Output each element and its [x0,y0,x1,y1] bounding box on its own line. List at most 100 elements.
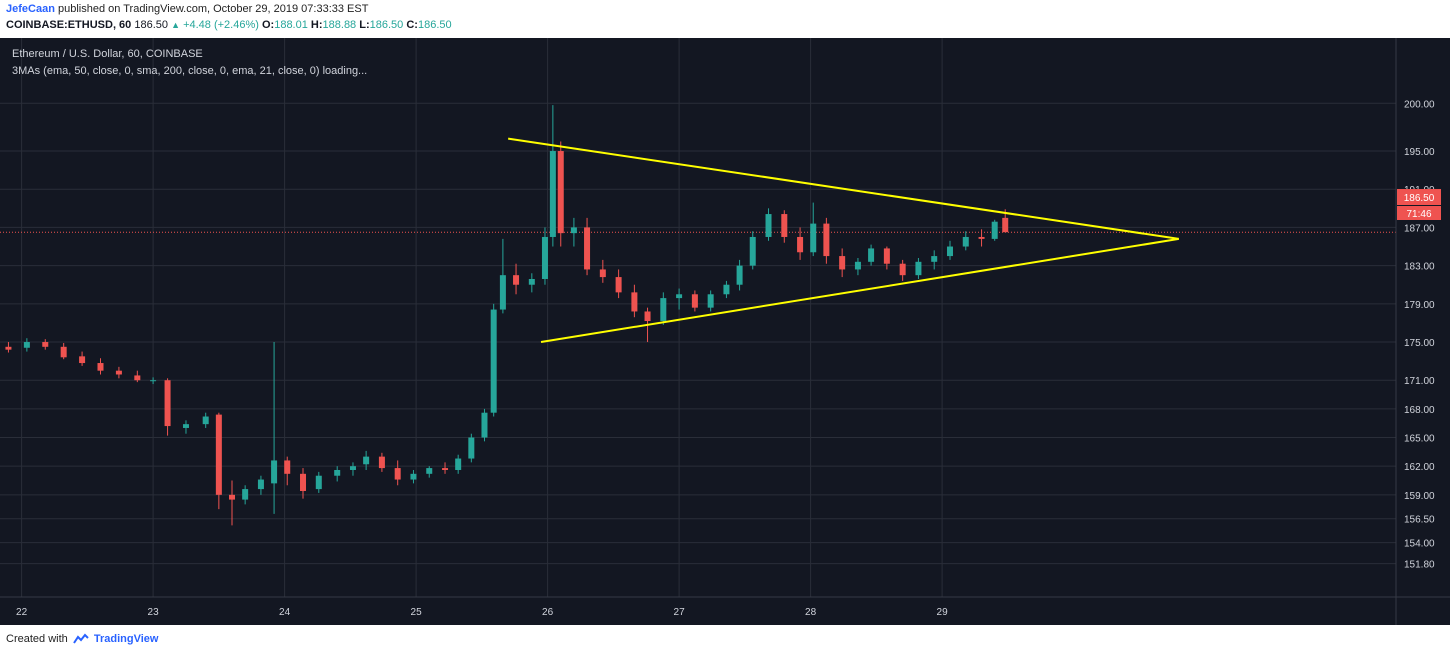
candle [229,480,235,526]
x-tick-label: 25 [411,607,423,618]
candle [599,259,606,283]
candle-body [271,460,278,484]
open-label: O: [261,19,275,31]
candle-body [765,214,772,237]
candle [79,351,86,366]
candle-body [442,468,449,470]
candle-body [839,256,846,270]
candle [164,378,171,436]
author-link[interactable]: JefeCaan [6,3,55,15]
candle [284,456,291,486]
candle-body [615,277,622,293]
indicator-legend[interactable]: 3MAs (ema, 50, close, 0, sma, 200, close… [12,65,367,77]
candle-body [541,236,548,279]
open-value: 188.01 [274,19,308,31]
candle [202,412,209,428]
candle-body [150,380,157,382]
candle-body [5,346,12,350]
candle [615,269,622,299]
candle [150,377,157,385]
publish-info: JefeCaan published on TradingView.com, O… [6,3,368,15]
candle-body [23,342,30,348]
candle-body [499,275,506,310]
tradingview-brand[interactable]: TradingView [93,633,159,645]
candle [363,450,370,470]
close-value: 186.50 [417,19,452,31]
created-with: Created with TradingView [6,633,158,645]
x-tick-label: 26 [542,607,554,618]
candle-body [182,424,189,428]
chart-title: Ethereum / U.S. Dollar, 60, COINBASE [12,48,203,60]
trendline-lower[interactable] [540,237,1179,344]
candle [499,238,506,314]
candle-body [60,346,67,358]
candle-body [164,380,171,427]
candle-body [736,265,743,285]
chart-area[interactable]: 200.00195.00191.00187.00183.00179.00175.… [0,38,1450,625]
candle [378,452,385,472]
tradingview-logo-icon [72,633,89,644]
candle [349,462,356,476]
candle-body [97,363,104,371]
candle-body [570,227,577,234]
candle [839,248,846,278]
created-with-text: Created with [6,633,68,645]
candle-body [549,151,556,237]
candle-body [363,456,370,465]
y-tick-label: 179.00 [1404,300,1435,311]
candle [60,342,67,360]
candle [334,466,341,482]
candle [991,219,998,241]
candle-body [513,275,520,285]
candle [915,257,922,279]
x-tick-label: 24 [279,607,291,618]
time-axis[interactable]: 22 23 24 25 26 27 28 29 [16,607,948,618]
y-tick-label: 165.00 [1404,434,1435,445]
last-price-tag-text: 186.50 [1404,193,1435,204]
low-value: 186.50 [369,19,404,31]
candle-body [334,469,341,476]
candle [854,257,861,276]
y-tick-label: 200.00 [1404,99,1435,110]
candle-body [528,278,535,285]
candle [42,339,49,350]
candle [468,433,475,463]
candle [978,229,985,247]
candle-body [284,460,291,474]
symbol-label: COINBASE:ETHUSD, 60 [6,19,132,31]
candle-body [426,468,433,474]
candle [426,466,433,478]
y-tick-label: 156.50 [1404,515,1435,526]
candle-body [455,458,462,470]
candle-body [781,214,788,237]
candle [481,408,488,442]
footer: Created with TradingView [0,625,1450,657]
candle [541,227,548,285]
published-text: published on TradingView.com, October 29… [57,3,369,15]
countdown-tag [1397,206,1441,220]
candle [5,342,12,353]
candle [797,227,804,260]
last-price-tag [1397,189,1441,205]
candle [570,217,577,247]
trendline-upper[interactable] [508,137,1179,240]
candle [257,475,264,495]
candle-body [490,309,497,413]
symbol-quote-line: COINBASE:ETHUSD, 60 186.50 ▲ +4.48 (+2.4… [6,19,452,31]
candle [781,210,788,243]
candle-body [202,416,209,425]
candle-body [962,236,969,247]
candle [765,208,772,241]
x-tick-label: 22 [16,607,28,618]
y-tick-label: 151.80 [1404,560,1435,571]
candle-body [978,236,985,239]
y-tick-label: 175.00 [1404,338,1435,349]
trendlines[interactable] [508,137,1179,344]
candlestick-chart[interactable]: 200.00195.00191.00187.00183.00179.00175.… [0,38,1450,625]
candle-body [229,494,235,500]
candle-body [749,236,756,266]
y-tick-label: 159.00 [1404,491,1435,502]
countdown-tag-text: 71:46 [1406,209,1431,220]
candle-body [868,248,875,262]
candle [883,246,890,270]
